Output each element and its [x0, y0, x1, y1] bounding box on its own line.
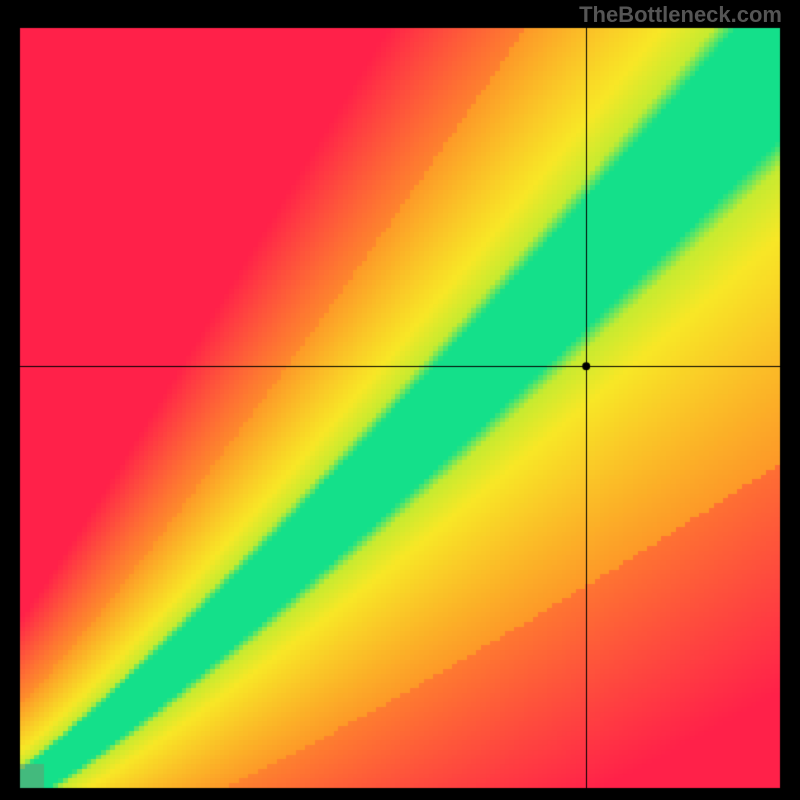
watermark-text: TheBottleneck.com: [579, 2, 782, 28]
bottleneck-heatmap: [0, 0, 800, 800]
